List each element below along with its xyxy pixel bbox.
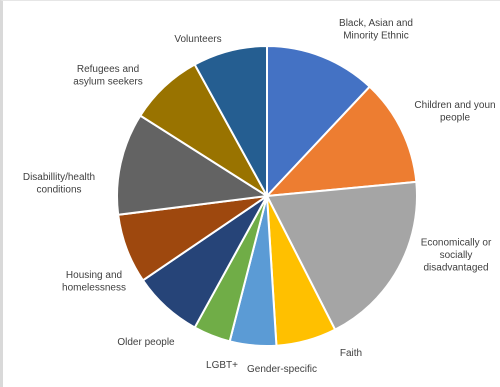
slice-label-line: Children and youn: [414, 100, 495, 111]
pie-slice-1: [264, 85, 418, 198]
slice-label-10: Volunteers: [174, 34, 221, 45]
slice-label-line: homelessness: [62, 282, 126, 293]
slice-label-line: Economically or: [421, 238, 492, 249]
slice-label-line: Minority Ethnic: [343, 30, 409, 41]
slice-label-line: people: [440, 112, 470, 123]
slice-label-8: Disabillity/health conditions: [23, 172, 95, 196]
slice-label-3: Faith: [340, 348, 362, 359]
slice-label-1: Children and youn people: [414, 100, 495, 124]
slice-label-line: socially: [440, 250, 473, 261]
slice-label-line: Refugees and: [77, 64, 139, 75]
slice-label-2: Economically or socially disadvantaged: [421, 238, 492, 274]
slice-label-line: Gender-specific: [247, 364, 317, 375]
slice-label-6: Older people: [117, 337, 175, 348]
slice-label-7: Housing and homelessness: [62, 270, 126, 294]
pie-labels: Black, Asian and Minority Ethnic Children …: [23, 18, 496, 375]
pie-slice-8: [115, 114, 270, 216]
slice-label-5: LGBT+: [206, 360, 238, 371]
slice-label-line: disadvantaged: [423, 263, 488, 274]
slice-label-line: Disabillity/health: [23, 172, 95, 183]
pie-slices: [115, 44, 418, 347]
slice-label-line: conditions: [36, 184, 81, 195]
slice-label-4: Gender-specific: [247, 364, 317, 375]
pie-slice-2: [265, 180, 418, 331]
slice-label-line: Black, Asian and: [339, 18, 413, 29]
slice-label-line: Housing and: [66, 270, 122, 281]
slice-label-line: Volunteers: [174, 34, 221, 45]
pie-slice-10: [193, 44, 268, 197]
pie-slice-0: [266, 44, 372, 199]
slice-label-line: Older people: [117, 337, 175, 348]
slice-label-line: asylum seekers: [73, 76, 142, 87]
slice-label-9: Refugees and asylum seekers: [73, 64, 142, 88]
slice-label-line: Faith: [340, 348, 362, 359]
slice-label-0: Black, Asian and Minority Ethnic: [339, 18, 413, 42]
slice-label-line: LGBT+: [206, 360, 238, 371]
